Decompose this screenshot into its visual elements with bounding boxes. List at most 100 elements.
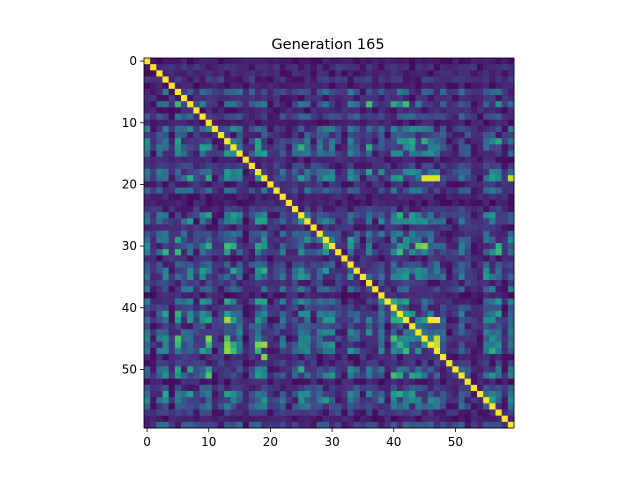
- heatmap-cell: [261, 187, 268, 195]
- heatmap-cell: [507, 249, 515, 256]
- heatmap-cell: [181, 341, 188, 349]
- heatmap-cell: [224, 409, 231, 417]
- heatmap-cell: [341, 273, 348, 281]
- heatmap-cell: [347, 144, 355, 151]
- heatmap-cell: [285, 101, 293, 108]
- heatmap-cell: [144, 415, 151, 423]
- heatmap-cell: [279, 323, 287, 330]
- heatmap-cell: [218, 421, 225, 429]
- heatmap-cell: [501, 95, 509, 102]
- heatmap-cell: [267, 347, 274, 355]
- heatmap-cell: [242, 243, 250, 250]
- heatmap-cell: [378, 403, 385, 410]
- heatmap-cell: [168, 360, 176, 367]
- heatmap-cell: [421, 206, 429, 213]
- heatmap-cell: [187, 409, 194, 417]
- heatmap-cell: [421, 162, 429, 170]
- heatmap-cell: [168, 341, 176, 349]
- heatmap-cell: [205, 144, 213, 151]
- heatmap-cell: [452, 323, 459, 330]
- heatmap-cell: [181, 267, 188, 275]
- heatmap-cell: [359, 335, 367, 343]
- heatmap-cell: [489, 255, 496, 262]
- heatmap-cell: [372, 409, 379, 417]
- heatmap-cell: [464, 261, 472, 269]
- heatmap-cell: [464, 150, 472, 158]
- heatmap-cell: [242, 261, 250, 269]
- heatmap-cell: [384, 76, 392, 84]
- heatmap-cell: [335, 409, 342, 417]
- heatmap-cell: [261, 391, 268, 398]
- heatmap-cell: [489, 249, 496, 256]
- heatmap-cell: [335, 113, 342, 121]
- heatmap-cell: [242, 329, 250, 336]
- heatmap-cell: [304, 273, 311, 281]
- heatmap-cell: [236, 341, 244, 349]
- heatmap-cell: [440, 64, 447, 71]
- heatmap-cell: [415, 206, 422, 213]
- heatmap-cell: [236, 421, 244, 429]
- heatmap-cell: [310, 156, 318, 164]
- heatmap-cell: [316, 415, 324, 423]
- heatmap-cell: [415, 378, 422, 386]
- heatmap-cell: [298, 372, 305, 380]
- heatmap-cell: [477, 82, 484, 90]
- heatmap-cell: [390, 206, 398, 213]
- heatmap-cell: [224, 249, 231, 256]
- heatmap-cell: [261, 341, 268, 349]
- heatmap-cell: [359, 156, 367, 164]
- heatmap-cell: [433, 156, 441, 164]
- heatmap-cell: [236, 298, 244, 306]
- heatmap-cell: [218, 261, 225, 269]
- heatmap-cell: [144, 113, 151, 121]
- heatmap-cell: [507, 236, 515, 244]
- heatmap-cell: [489, 409, 496, 417]
- heatmap-cell: [396, 249, 404, 256]
- heatmap-cell: [304, 323, 311, 330]
- heatmap-cell: [236, 212, 244, 219]
- heatmap-cell: [366, 384, 373, 392]
- heatmap-cell: [211, 409, 219, 417]
- heatmap-cell: [144, 175, 151, 182]
- heatmap-cell: [421, 310, 429, 318]
- heatmap-cell: [446, 298, 453, 306]
- heatmap-cell: [372, 243, 379, 250]
- heatmap-cell: [366, 193, 373, 201]
- heatmap-cell: [458, 82, 466, 90]
- heatmap-cell: [390, 384, 398, 392]
- heatmap-cell: [267, 298, 274, 306]
- heatmap-cell: [304, 175, 311, 182]
- heatmap-cell: [470, 409, 478, 417]
- heatmap-cell: [316, 169, 324, 176]
- heatmap-cell: [199, 347, 207, 355]
- heatmap-cell: [341, 64, 348, 71]
- heatmap-cell: [316, 243, 324, 250]
- heatmap-cell: [390, 280, 398, 287]
- heatmap-cell: [329, 101, 336, 108]
- heatmap-cell: [205, 384, 213, 392]
- heatmap-cell: [248, 218, 256, 225]
- heatmap-cell: [292, 403, 299, 410]
- heatmap-cell: [285, 403, 293, 410]
- heatmap-cell: [292, 125, 299, 133]
- heatmap-cell: [255, 150, 262, 158]
- heatmap-cell: [421, 378, 429, 386]
- heatmap-cell: [236, 347, 244, 355]
- heatmap-cell: [181, 199, 188, 207]
- heatmap-cell: [205, 261, 213, 269]
- heatmap-cell: [150, 273, 157, 281]
- heatmap-cell: [273, 212, 281, 219]
- heatmap-cell: [403, 169, 410, 176]
- heatmap-cell: [218, 125, 225, 133]
- heatmap-cell: [470, 125, 478, 133]
- heatmap-cell: [384, 82, 392, 90]
- heatmap-cell: [415, 212, 422, 219]
- heatmap-cell: [415, 310, 422, 318]
- heatmap-cell: [507, 261, 515, 269]
- heatmap-cell: [446, 138, 453, 145]
- heatmap-cell: [224, 218, 231, 225]
- heatmap-cell: [372, 286, 379, 293]
- heatmap-cell: [187, 206, 194, 213]
- heatmap-cell: [230, 82, 237, 90]
- heatmap-cell: [409, 95, 416, 102]
